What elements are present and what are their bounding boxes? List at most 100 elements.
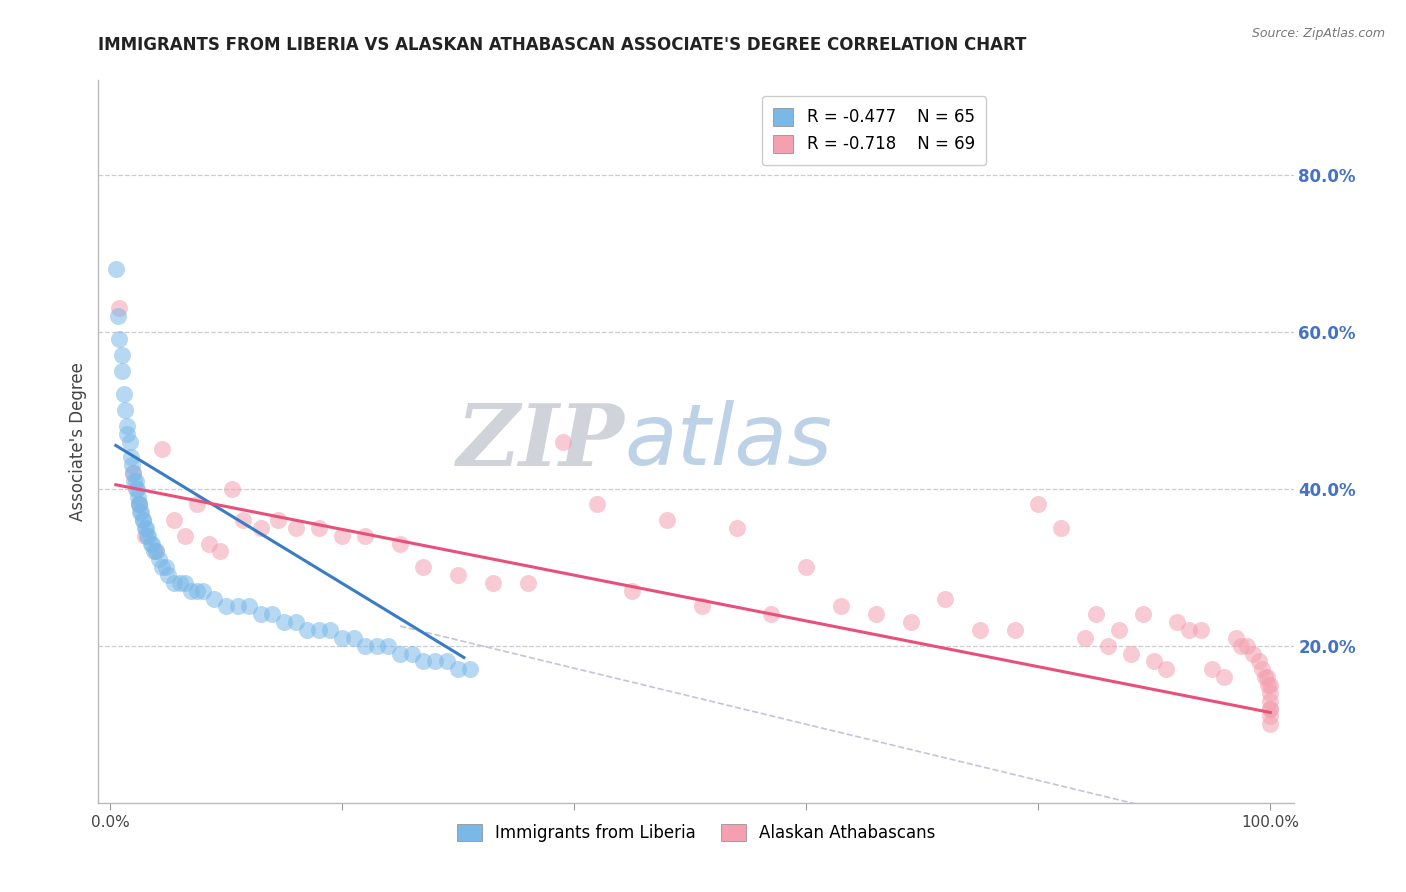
Point	[1247, 655, 1270, 669]
Point	[830, 599, 852, 614]
Point	[969, 623, 991, 637]
Point	[1050, 521, 1073, 535]
Point	[124, 474, 146, 488]
Point	[1258, 694, 1281, 708]
Point	[794, 560, 817, 574]
Point	[551, 434, 574, 449]
Point	[319, 623, 342, 637]
Point	[1119, 647, 1142, 661]
Point	[117, 418, 139, 433]
Point	[1178, 623, 1201, 637]
Point	[761, 607, 783, 622]
Point	[1258, 717, 1281, 731]
Point	[447, 568, 470, 582]
Point	[1154, 662, 1177, 676]
Point	[284, 521, 307, 535]
Point	[209, 544, 232, 558]
Point	[124, 474, 146, 488]
Point	[1004, 623, 1026, 637]
Point	[447, 662, 470, 676]
Point	[586, 497, 609, 511]
Point	[150, 560, 173, 574]
Point	[118, 434, 141, 449]
Text: Source: ZipAtlas.com: Source: ZipAtlas.com	[1251, 27, 1385, 40]
Point	[865, 607, 887, 622]
Point	[128, 497, 150, 511]
Point	[215, 599, 238, 614]
Point	[621, 583, 644, 598]
Point	[1258, 709, 1281, 723]
Point	[108, 333, 131, 347]
Point	[262, 607, 284, 622]
Point	[238, 599, 260, 614]
Point	[308, 521, 330, 535]
Point	[186, 583, 208, 598]
Point	[1225, 631, 1247, 645]
Point	[1189, 623, 1212, 637]
Point	[139, 536, 162, 550]
Point	[163, 513, 186, 527]
Point	[232, 513, 254, 527]
Point	[131, 513, 153, 527]
Point	[120, 450, 142, 465]
Point	[1201, 662, 1223, 676]
Text: ZIP: ZIP	[457, 400, 624, 483]
Point	[412, 655, 434, 669]
Point	[1251, 662, 1274, 676]
Point	[150, 442, 173, 457]
Point	[135, 521, 157, 535]
Point	[111, 348, 134, 362]
Point	[250, 521, 273, 535]
Point	[1143, 655, 1166, 669]
Point	[134, 521, 156, 535]
Point	[308, 623, 330, 637]
Point	[145, 544, 167, 558]
Point	[122, 466, 145, 480]
Point	[125, 482, 148, 496]
Point	[1073, 631, 1095, 645]
Point	[436, 655, 458, 669]
Point	[1132, 607, 1154, 622]
Point	[330, 529, 353, 543]
Point	[136, 529, 159, 543]
Point	[267, 513, 290, 527]
Point	[354, 529, 377, 543]
Point	[1026, 497, 1049, 511]
Point	[1085, 607, 1108, 622]
Point	[226, 599, 249, 614]
Point	[1097, 639, 1119, 653]
Point	[117, 426, 139, 441]
Point	[107, 309, 129, 323]
Point	[131, 513, 153, 527]
Point	[389, 536, 412, 550]
Point	[250, 607, 273, 622]
Point	[174, 575, 197, 590]
Point	[401, 647, 423, 661]
Point	[1256, 670, 1278, 684]
Point	[155, 560, 177, 574]
Point	[343, 631, 366, 645]
Point	[1241, 647, 1264, 661]
Point	[197, 536, 219, 550]
Point	[725, 521, 748, 535]
Y-axis label: Associate's Degree: Associate's Degree	[69, 362, 87, 521]
Point	[934, 591, 956, 606]
Point	[412, 560, 434, 574]
Point	[1253, 670, 1275, 684]
Point	[690, 599, 713, 614]
Point	[127, 490, 149, 504]
Point	[128, 497, 150, 511]
Point	[204, 591, 226, 606]
Point	[180, 583, 202, 598]
Point	[377, 639, 399, 653]
Point	[655, 513, 678, 527]
Point	[129, 505, 152, 519]
Point	[174, 529, 197, 543]
Point	[114, 403, 136, 417]
Point	[1258, 701, 1281, 715]
Point	[143, 544, 166, 558]
Point	[900, 615, 922, 630]
Point	[389, 647, 412, 661]
Point	[516, 575, 538, 590]
Point	[145, 544, 167, 558]
